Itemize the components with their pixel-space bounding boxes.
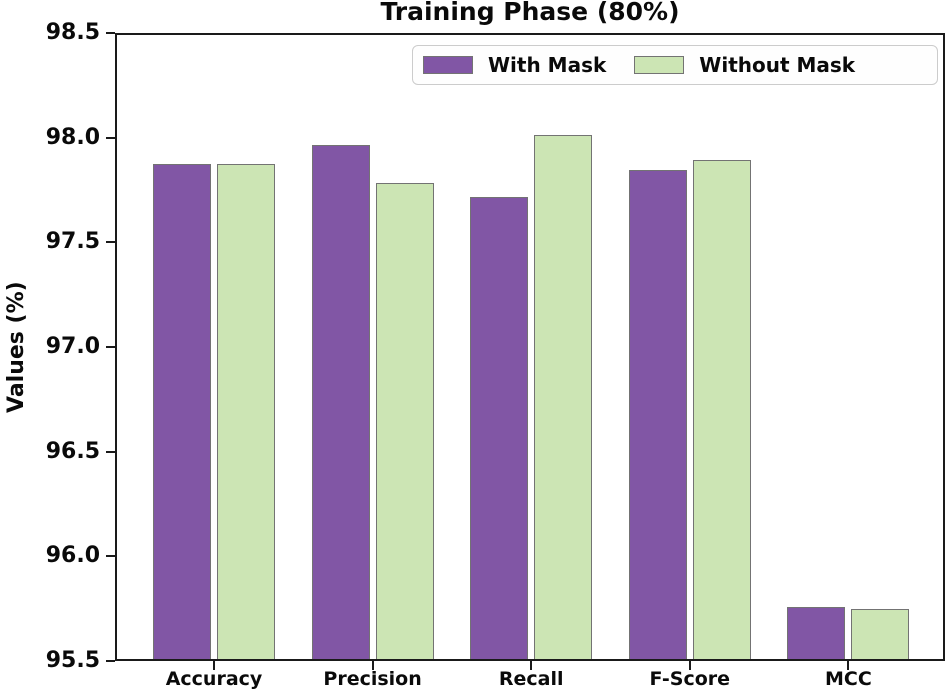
y-tick-mark <box>106 346 115 348</box>
bar-without-mask-precision <box>375 182 434 659</box>
x-tick-mark <box>371 661 374 670</box>
x-tick-label-accuracy: Accuracy <box>165 668 263 690</box>
x-tick-label-mcc: MCC <box>824 668 872 690</box>
y-tick-mark <box>106 660 115 662</box>
y-tick-mark <box>106 136 115 139</box>
x-tick-mark <box>530 661 533 670</box>
x-tick-mark <box>213 661 215 670</box>
y-tick-mark <box>106 450 115 453</box>
y-tick-label: 97.5 <box>45 229 100 255</box>
y-tick-label: 95.5 <box>45 648 100 673</box>
legend-swatch-with-mask <box>423 56 473 74</box>
bar-with-mask-f-score <box>628 170 687 659</box>
bar-with-mask-precision <box>311 145 370 659</box>
bar-with-mask-mcc <box>787 607 846 659</box>
bar-without-mask-accuracy <box>217 163 275 659</box>
y-tick-label: 98.5 <box>45 20 100 45</box>
bar-with-mask-recall <box>470 197 529 659</box>
bar-with-mask-accuracy <box>153 163 211 659</box>
y-tick-mark <box>106 32 115 34</box>
x-tick-mark <box>688 661 691 670</box>
y-tick-mark <box>106 241 115 244</box>
bar-without-mask-mcc <box>851 609 910 659</box>
bar-without-mask-f-score <box>692 159 751 659</box>
x-tick-label-precision: Precision <box>323 668 422 690</box>
chart-title: Training Phase (80%) <box>380 0 680 26</box>
legend: With Mask Without Mask <box>412 45 938 85</box>
x-tick-mark <box>847 661 850 670</box>
y-tick-label: 98.0 <box>45 124 100 150</box>
legend-entry-without-mask: Without Mask <box>634 53 855 77</box>
legend-label-without-mask: Without Mask <box>699 53 856 77</box>
legend-entry-with-mask: With Mask <box>423 53 606 77</box>
plot-area <box>115 33 945 661</box>
bar-without-mask-recall <box>534 134 593 659</box>
y-tick-mark <box>106 555 115 558</box>
y-axis-label: Values (%) <box>4 281 29 413</box>
x-tick-label-f-score: F-Score <box>649 668 731 690</box>
legend-label-with-mask: With Mask <box>488 53 607 77</box>
y-tick-label: 96.5 <box>45 438 100 464</box>
legend-swatch-without-mask <box>634 56 685 74</box>
y-tick-label: 97.0 <box>45 334 100 359</box>
y-tick-label: 96.0 <box>45 543 100 569</box>
x-tick-label-recall: Recall <box>498 668 564 690</box>
